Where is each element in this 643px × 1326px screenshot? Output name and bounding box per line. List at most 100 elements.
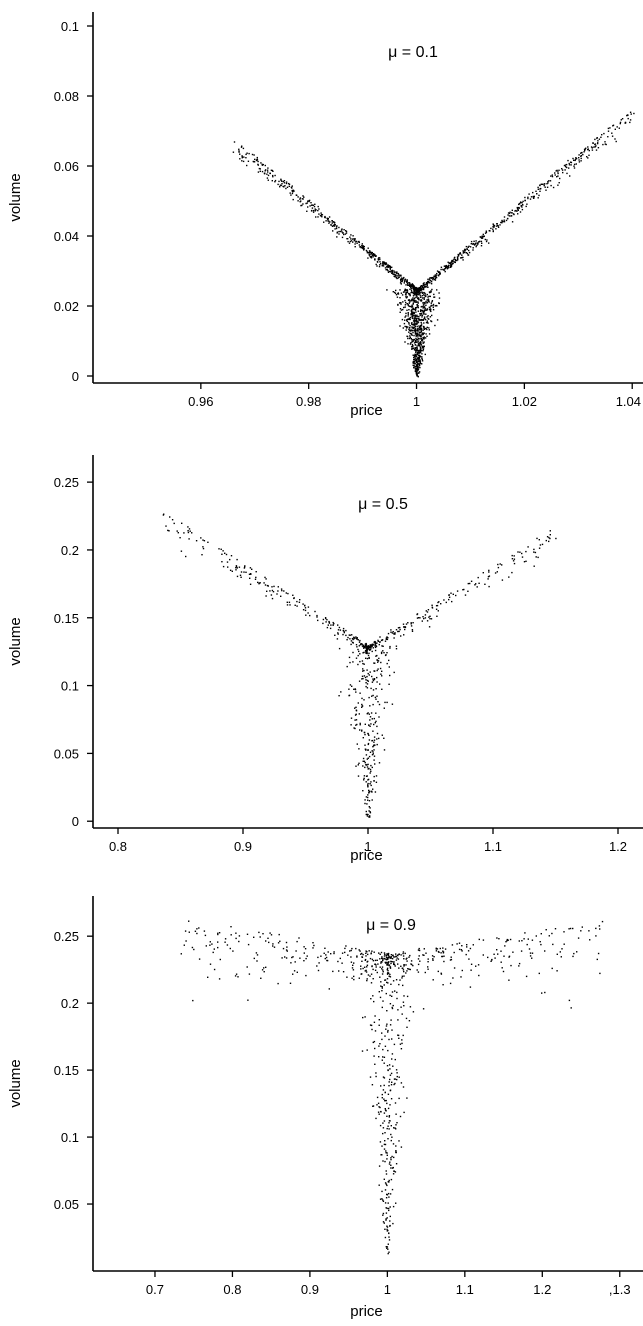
scatter-point (417, 364, 419, 366)
scatter-point (413, 356, 415, 359)
scatter-point (419, 326, 421, 328)
scatter-point (343, 229, 345, 231)
scatter-point (420, 338, 423, 340)
scatter-point (402, 951, 405, 953)
scatter-point (432, 304, 434, 307)
scatter-point (413, 334, 415, 337)
scatter-point (369, 671, 371, 673)
scatter-point (395, 294, 398, 296)
scatter-point (370, 712, 373, 714)
scatter-point (245, 153, 247, 156)
scatter-point (381, 264, 383, 267)
scatter-point (461, 254, 463, 256)
scatter-point (373, 1055, 375, 1057)
scatter-point (372, 678, 374, 680)
scatter-point (263, 967, 265, 969)
scatter-point (241, 145, 243, 147)
scatter-point (380, 985, 382, 987)
scatter-point (359, 692, 361, 694)
scatter-point (468, 958, 470, 960)
scatter-point (369, 644, 371, 646)
scatter-point (367, 743, 369, 746)
scatter-point (417, 297, 419, 300)
scatter-point (501, 220, 503, 223)
scatter-point (527, 546, 529, 548)
scatter-point (467, 254, 470, 256)
scatter-point (318, 962, 320, 964)
scatter-point (369, 975, 371, 977)
scatter-point (414, 359, 416, 361)
scatter-point (469, 246, 472, 248)
scatter-point (428, 282, 430, 284)
scatter-point (367, 799, 369, 801)
scatter-point (362, 246, 365, 249)
scatter-point (347, 238, 349, 240)
scatter-point (230, 555, 233, 557)
scatter-point (412, 329, 414, 332)
scatter-points (162, 513, 557, 818)
scatter-point (399, 325, 401, 327)
scatter-point (420, 329, 422, 331)
scatter-point (388, 1085, 390, 1087)
scatter-point (257, 160, 259, 163)
scatter-point (480, 240, 483, 243)
scatter-point (263, 173, 266, 175)
scatter-point (415, 371, 418, 373)
scatter-point (369, 812, 372, 814)
scatter-point (554, 174, 556, 176)
scatter-point (423, 312, 425, 315)
scatter-point (517, 551, 519, 553)
scatter-point (420, 342, 422, 344)
scatter-point (419, 359, 421, 361)
scatter-point (221, 561, 223, 563)
scatter-point (494, 572, 497, 574)
scatter-point (425, 282, 428, 284)
scatter-point (391, 1038, 393, 1040)
scatter-point (371, 695, 373, 697)
scatter-point (311, 207, 314, 209)
scatter-point (434, 324, 436, 327)
scatter-point (382, 1122, 384, 1124)
scatter-point (427, 286, 429, 288)
scatter-point (473, 240, 475, 242)
scatter-point (417, 289, 419, 291)
scatter-point (462, 251, 465, 253)
scatter-point (390, 1019, 392, 1021)
scatter-point (363, 731, 366, 734)
scatter-point (403, 276, 405, 279)
scatter-point (611, 135, 614, 137)
scatter-point (364, 966, 366, 968)
scatter-point (426, 611, 429, 613)
scatter-point (379, 958, 381, 960)
scatter-point (314, 203, 316, 205)
scatter-point (285, 187, 287, 190)
scatter-point (478, 974, 480, 977)
scatter-point (390, 957, 392, 959)
scatter-point (251, 568, 253, 570)
scatter-point (573, 167, 576, 169)
scatter-point (296, 940, 298, 943)
scatter-point (387, 1125, 389, 1127)
scatter-point (368, 724, 370, 727)
scatter-point (400, 1146, 403, 1148)
scatter-point (475, 583, 477, 585)
scatter-point (338, 233, 340, 235)
scatter-point (360, 246, 362, 248)
scatter-point (368, 253, 370, 255)
scatter-point (249, 583, 252, 585)
scatter-point (416, 293, 418, 295)
scatter-point (394, 633, 396, 635)
scatter-point (365, 649, 368, 651)
scatter-point (495, 225, 498, 227)
scatter-point (399, 308, 402, 310)
scatter-point (382, 969, 384, 971)
scatter-point (405, 284, 407, 286)
scatter-point (344, 233, 347, 235)
scatter-point (391, 991, 394, 993)
scatter-point (417, 617, 420, 619)
scatter-point (219, 958, 221, 961)
scatter-point (462, 256, 464, 259)
scatter-point (364, 643, 367, 645)
scatter-point (414, 357, 417, 359)
scatter-point (264, 170, 266, 172)
